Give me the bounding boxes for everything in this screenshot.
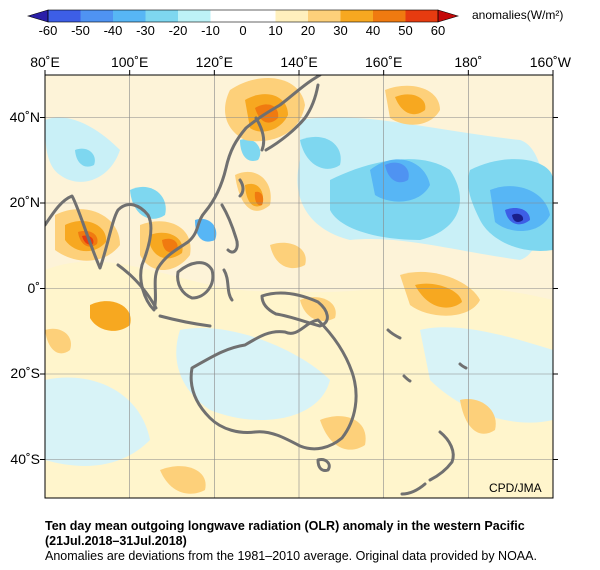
colorbar-box bbox=[113, 10, 146, 22]
longitude-label: 80˚E bbox=[30, 54, 60, 70]
colorbar-box bbox=[80, 10, 113, 22]
colorbar-box bbox=[340, 10, 373, 22]
colorbar-tick-label: -30 bbox=[136, 23, 155, 38]
latitude-label: 40˚N bbox=[9, 108, 40, 125]
colorbar-box bbox=[275, 10, 308, 22]
longitude-label: 120˚E bbox=[195, 54, 233, 70]
colorbar-tick-label: -60 bbox=[38, 23, 58, 38]
colorbar bbox=[26, 9, 460, 23]
longitude-label: 160˚E bbox=[364, 54, 403, 70]
caption-title-line1: Ten day mean outgoing longwave radiation… bbox=[45, 519, 525, 533]
latitude-label: 0˚ bbox=[27, 279, 40, 296]
longitude-label: 180˚ bbox=[454, 54, 483, 70]
colorbar-tick-label: -40 bbox=[103, 23, 123, 38]
colorbar-box bbox=[178, 10, 211, 22]
longitude-label: 140˚E bbox=[280, 54, 318, 70]
caption-note: Anomalies are deviations from the 1981–2… bbox=[45, 549, 537, 563]
colorbar-tick-label: 60 bbox=[430, 23, 446, 38]
colorbar-box bbox=[308, 10, 341, 22]
colorbar-tick-label: 30 bbox=[333, 23, 348, 38]
colorbar-box bbox=[373, 10, 406, 22]
olr-anomaly-map bbox=[40, 70, 558, 499]
colorbar-box bbox=[405, 10, 438, 22]
colorbar-tick-label: -20 bbox=[168, 23, 188, 38]
caption-title-line2: (21Jul.2018–31Jul.2018) bbox=[45, 534, 187, 548]
longitude-label: 160˚W bbox=[529, 54, 571, 70]
colorbar-tick-label: 50 bbox=[398, 23, 413, 38]
colorbar-box bbox=[243, 10, 276, 22]
credit-label: CPD/JMA bbox=[489, 481, 542, 495]
colorbar-tick-label: -50 bbox=[71, 23, 90, 38]
colorbar-box bbox=[48, 10, 81, 22]
latitude-label: 20˚S bbox=[10, 365, 40, 381]
map-gridlines bbox=[45, 75, 553, 498]
longitude-label: 100˚E bbox=[110, 54, 149, 70]
latitude-label: 40˚S bbox=[10, 450, 40, 467]
colorbar-tick-label: 20 bbox=[300, 23, 316, 38]
colorbar-box bbox=[210, 10, 243, 22]
colorbar-tick-label: 0 bbox=[239, 23, 247, 38]
map-frame-ticks bbox=[40, 70, 558, 460]
colorbar-tick-label: -10 bbox=[201, 23, 220, 38]
colorbar-tick-label: 40 bbox=[365, 23, 381, 38]
colorbar-tick-label: 10 bbox=[268, 23, 283, 38]
coastlines bbox=[45, 75, 468, 496]
colorbar-box bbox=[145, 10, 178, 22]
latitude-label: 20˚N bbox=[9, 194, 40, 210]
colorbar-unit-label: anomalies(W/m²) bbox=[472, 8, 564, 22]
